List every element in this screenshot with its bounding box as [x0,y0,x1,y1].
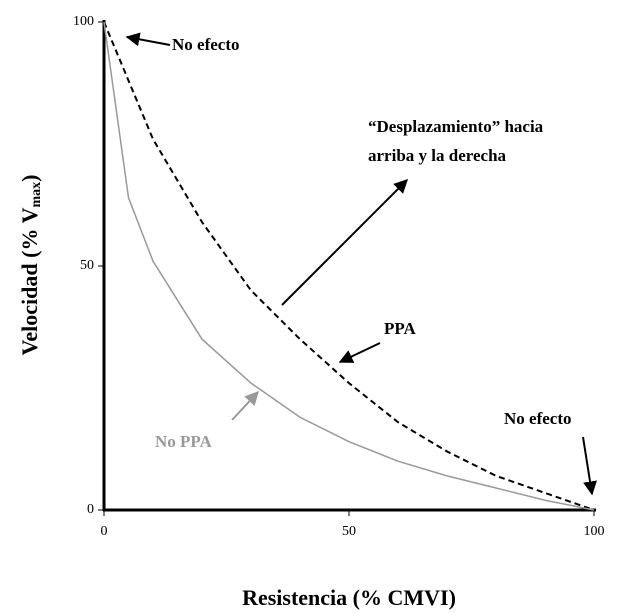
x-axis-label: Resistencia (% CMVI) [242,585,456,610]
arrow [125,32,171,47]
x-tick-label: 0 [101,524,108,539]
y-axis-label: Velocidad (% Vmax) [17,175,44,356]
line [103,21,595,511]
line [103,21,595,511]
y-tick-label: 100 [73,14,94,29]
y-label-main: Velocidad (% V [17,207,42,355]
annotation: No efecto [172,35,240,54]
series-label: No PPA [155,432,213,451]
arrow [582,436,597,496]
y-tick-label: 0 [87,502,94,517]
arrow [231,390,259,421]
arrow [338,342,381,363]
x-tick-label: 100 [584,524,605,539]
arrow [281,179,408,306]
y-label-end: ) [17,175,42,182]
annotation: No efecto [504,409,572,428]
y-tick-label: 50 [80,258,94,273]
series-label: PPA [384,319,417,338]
x-tick-label: 50 [342,524,356,539]
y-label-sub: max [29,182,44,208]
annotation: arriba y la derecha [368,146,507,165]
annotation: “Desplazamiento” hacia [368,117,544,136]
